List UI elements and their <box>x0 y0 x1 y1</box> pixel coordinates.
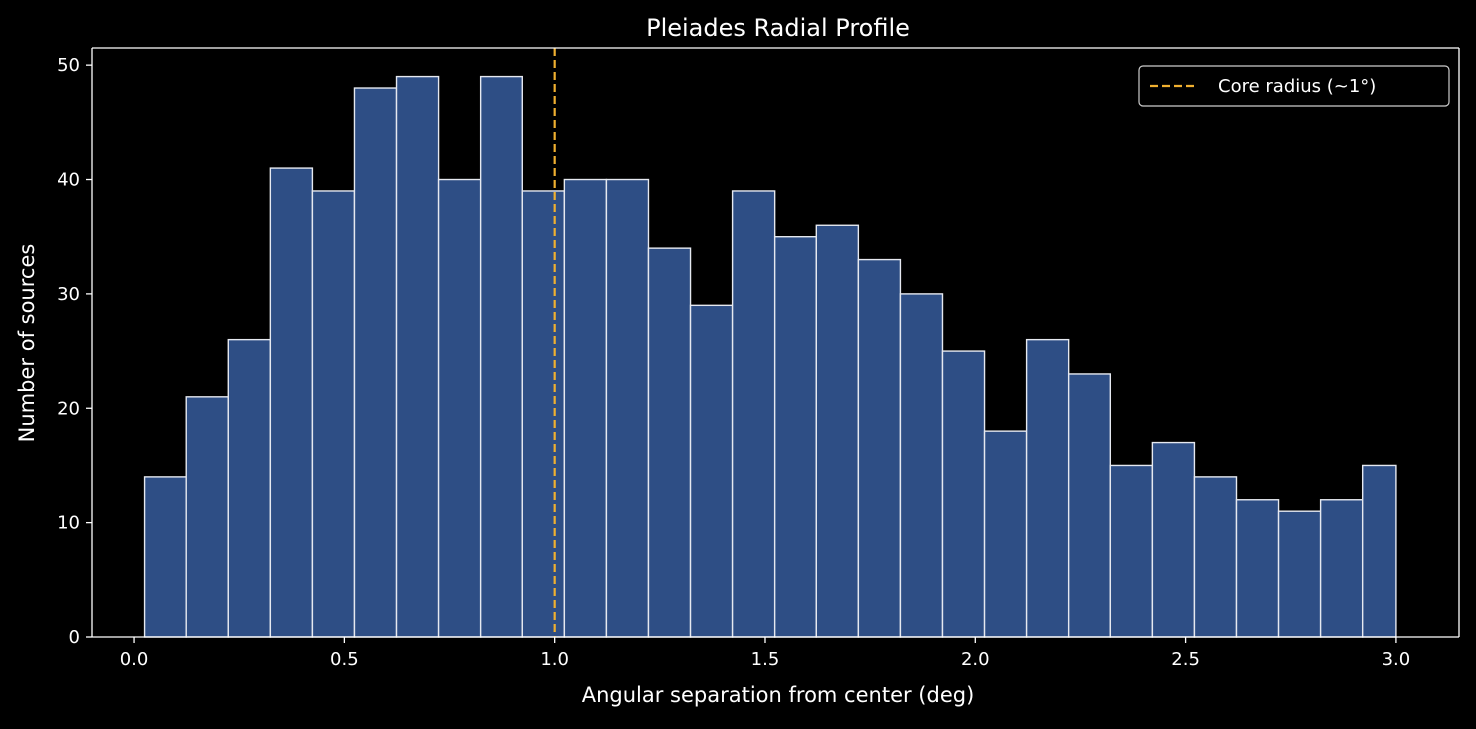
y-axis-label: Number of sources <box>15 244 39 443</box>
histogram-bar <box>1277 510 1322 638</box>
histogram-bar <box>1067 373 1112 638</box>
axes-layer: 0.0 0.5 1.0 1.5 2.0 2.5 3.0 0 10 20 30 40 50 <box>57 47 1460 670</box>
histogram-bar <box>437 178 482 638</box>
bars-layer <box>143 75 1397 638</box>
histogram-bar <box>563 178 608 638</box>
histogram-bar <box>815 224 860 638</box>
legend: Core radius (~1°) <box>1138 65 1450 107</box>
histogram-bar <box>1193 476 1238 638</box>
histogram-bar <box>143 476 187 638</box>
histogram-bar <box>731 190 776 638</box>
x-tick-label: 1.0 <box>540 649 569 670</box>
histogram-bar <box>521 190 566 638</box>
y-tick-label: 20 <box>57 398 80 419</box>
histogram-bar <box>605 178 650 638</box>
histogram-bar <box>647 247 692 638</box>
histogram-bar <box>899 293 944 638</box>
x-axis-label: Angular separation from center (deg) <box>582 683 975 707</box>
x-tick-label: 2.5 <box>1171 649 1200 670</box>
histogram-bar <box>773 236 817 638</box>
y-tick-label: 0 <box>69 627 80 648</box>
histogram-bar <box>269 167 314 638</box>
x-tick-label: 1.5 <box>751 649 780 670</box>
histogram-bar <box>395 75 440 638</box>
y-tick-label: 50 <box>57 55 80 76</box>
histogram-bar <box>227 338 272 638</box>
legend-entry-core-radius: Core radius (~1°) <box>1218 76 1376 97</box>
histogram-bar <box>857 258 902 638</box>
histogram-bar <box>1151 441 1196 638</box>
histogram-bar <box>353 87 398 638</box>
x-tick-label: 0.5 <box>330 649 359 670</box>
histogram-bar <box>983 430 1028 638</box>
chart-title: Pleiades Radial Profile <box>646 14 910 42</box>
x-tick-label: 2.0 <box>961 649 990 670</box>
x-tick-label: 0.0 <box>120 649 149 670</box>
x-tick-label: 3.0 <box>1382 649 1411 670</box>
y-tick-label: 40 <box>57 170 80 191</box>
y-tick-label: 10 <box>57 513 80 534</box>
histogram-bar <box>311 190 356 638</box>
histogram-bar <box>1109 464 1154 638</box>
histogram-bar <box>1235 499 1280 638</box>
histogram-bar <box>689 304 734 638</box>
histogram-bar <box>479 75 523 638</box>
y-tick-label: 30 <box>57 284 80 305</box>
legend-frame <box>1138 65 1450 107</box>
histogram-bar <box>1319 499 1364 638</box>
histogram-bar <box>941 350 986 638</box>
histogram-bar <box>1025 338 1070 638</box>
histogram-bar <box>185 396 229 638</box>
histogram-bar <box>1361 464 1397 638</box>
